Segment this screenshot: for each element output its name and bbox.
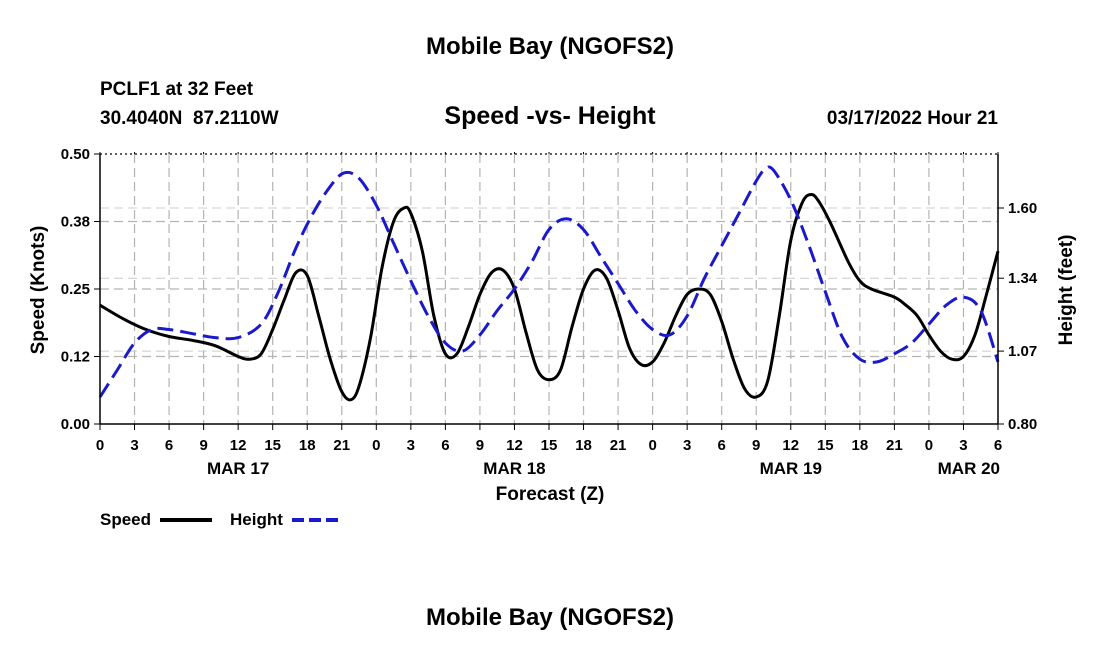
chart-subtitle: Speed -vs- Height: [444, 102, 656, 130]
y-right-tick-label-0: 0.80: [1008, 416, 1037, 433]
chart-title: Mobile Bay (NGOFS2): [426, 33, 674, 60]
x-tick-label-3: 9: [199, 437, 207, 454]
x-tick-label-9: 3: [407, 437, 415, 454]
x-tick-label-15: 21: [610, 437, 627, 454]
x-tick-label-4: 12: [230, 437, 247, 454]
y-axis-left-ticks: 0.00 0.12 0.25 0.38 0.50: [61, 146, 100, 433]
date-label-1: MAR 18: [483, 459, 545, 478]
timestamp-label: 03/17/2022 Hour 21: [827, 108, 999, 129]
y-left-tick-label-0: 0.00: [61, 416, 90, 433]
x-tick-label-20: 12: [782, 437, 799, 454]
x-tick-label-6: 18: [299, 437, 316, 454]
x-tick-label-18: 6: [718, 437, 726, 454]
x-axis-ticks: 0 3 6 9 12 15 18 21 0 3 6 9 12 15 18 21 0 3 6 9 12 15 18 21 0 3 6: [96, 152, 1002, 454]
legend-height-label: Height: [230, 510, 283, 529]
x-axis-label: Forecast (Z): [496, 484, 605, 505]
x-tick-label-7: 21: [333, 437, 350, 454]
coordinates-label: 30.4040N 87.2110W: [100, 108, 279, 129]
series-line-height: [98, 165, 1000, 398]
legend: Speed Height: [100, 510, 342, 529]
x-tick-label-12: 12: [506, 437, 523, 454]
x-tick-label-1: 3: [130, 437, 138, 454]
x-tick-label-0: 0: [96, 437, 104, 454]
y-right-tick-label-2: 1.34: [1008, 270, 1038, 287]
x-tick-label-26: 6: [994, 437, 1002, 454]
x-tick-label-11: 9: [476, 437, 484, 454]
x-tick-label-14: 18: [575, 437, 592, 454]
date-label-2: MAR 19: [760, 459, 822, 478]
station-label: PCLF1 at 32 Feet: [100, 79, 254, 100]
series-line-speed: [99, 193, 1000, 402]
y-axis-right-ticks: 0.80 1.07 1.34 1.60: [998, 200, 1038, 433]
date-label-3: MAR 20: [938, 459, 1000, 478]
series-lines: [98, 165, 1000, 402]
x-tick-label-8: 0: [372, 437, 380, 454]
y-right-tick-label-3: 1.60: [1008, 200, 1037, 217]
x-tick-label-5: 15: [264, 437, 281, 454]
x-tick-label-13: 15: [541, 437, 558, 454]
x-tick-label-22: 18: [852, 437, 869, 454]
x-tick-label-17: 3: [683, 437, 691, 454]
x-tick-label-16: 0: [648, 437, 656, 454]
y-left-tick-label-4: 0.50: [61, 146, 90, 163]
x-tick-label-2: 6: [165, 437, 173, 454]
x-tick-label-21: 15: [817, 437, 834, 454]
x-tick-label-19: 9: [752, 437, 760, 454]
grid-lines: [100, 154, 998, 424]
y-right-tick-label-1: 1.07: [1008, 343, 1037, 360]
x-tick-label-24: 0: [925, 437, 933, 454]
y-left-tick-label-3: 0.38: [61, 214, 90, 231]
y-left-tick-label-1: 0.12: [61, 349, 90, 366]
x-tick-label-23: 21: [886, 437, 903, 454]
y-axis-left-label: Speed (Knots): [28, 226, 49, 355]
y-left-tick-label-2: 0.25: [61, 281, 90, 298]
y-axis-right-label: Height (feet): [1056, 235, 1077, 346]
footer-title: Mobile Bay (NGOFS2): [426, 604, 674, 631]
date-label-0: MAR 17: [207, 459, 269, 478]
legend-speed-label: Speed: [100, 510, 151, 529]
date-labels: MAR 17 MAR 18 MAR 19 MAR 20: [207, 459, 1000, 478]
x-tick-label-10: 6: [441, 437, 449, 454]
x-tick-label-25: 3: [959, 437, 967, 454]
